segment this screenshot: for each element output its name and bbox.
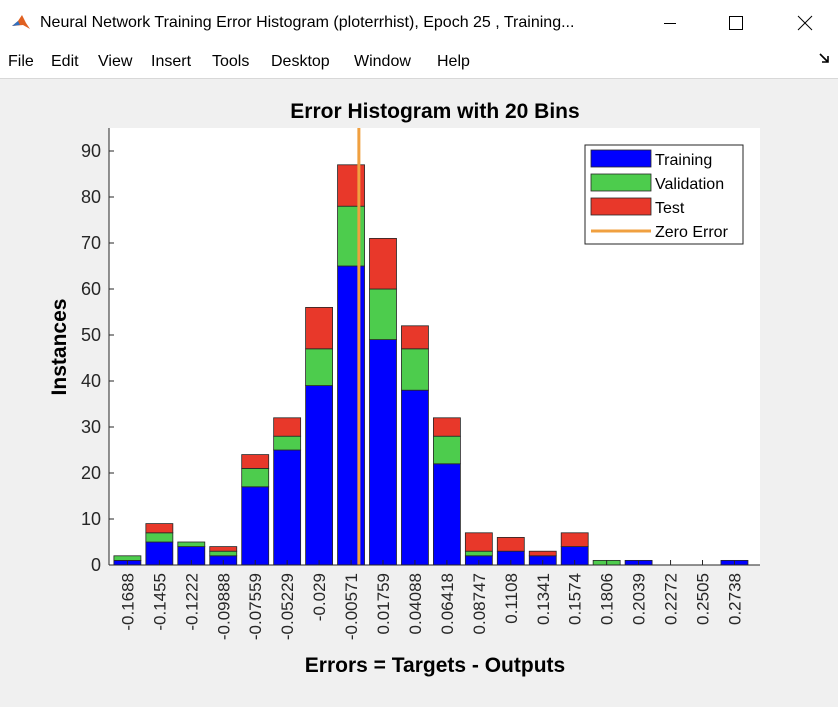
close-button[interactable] — [775, 0, 835, 46]
menu-edit[interactable]: Edit — [51, 53, 79, 70]
y-tick-label: 90 — [81, 141, 101, 161]
bar-validation-2 — [177, 541, 206, 547]
menu-desktop[interactable]: Desktop — [271, 53, 330, 70]
error-histogram-chart: 0 10 20 30 40 50 60 70 80 90 -0.1688 -0.1455 -0.122… — [48, 100, 760, 677]
x-tick-label: 0.01759 — [374, 573, 393, 634]
chart-title: Error Histogram with 20 Bins — [290, 100, 579, 123]
y-tick-label: 30 — [81, 417, 101, 437]
bar-test-14 — [560, 532, 589, 547]
bar-training-9 — [401, 389, 429, 566]
x-tick-label: 0.2039 — [630, 573, 649, 625]
x-axis-label: Errors = Targets - Outputs — [305, 654, 565, 677]
y-tick-label: 60 — [81, 279, 101, 299]
x-tick-label: -0.07559 — [246, 573, 265, 640]
bar-validation-5 — [273, 435, 302, 451]
bar-test-7 — [337, 164, 365, 207]
menu-file[interactable]: File — [8, 53, 34, 70]
legend-swatch-training — [590, 149, 652, 168]
bar-test-1 — [145, 523, 174, 534]
y-tick-label: 50 — [81, 325, 101, 345]
bar-validation-1 — [145, 532, 174, 543]
menu-help[interactable]: Help — [437, 53, 470, 70]
bar-validation-11 — [464, 550, 493, 557]
x-tick-label: -0.00571 — [342, 573, 361, 640]
x-tick-label: -0.1222 — [182, 573, 201, 631]
matlab-app-icon — [11, 13, 31, 33]
bar-training-4 — [241, 486, 270, 566]
bar-test-5 — [273, 417, 302, 437]
legend-label-zero-error: Zero Error — [655, 224, 729, 241]
bar-test-12 — [496, 536, 525, 552]
x-tick-label: 0.2738 — [725, 573, 744, 625]
y-tick-label: 20 — [81, 463, 101, 483]
window-title: Neural Network Training Error Histogram … — [40, 14, 575, 31]
y-tick-label: 80 — [81, 187, 101, 207]
bar-test-13 — [528, 550, 557, 557]
menu-window[interactable]: Window — [354, 53, 411, 70]
bar-test-6 — [305, 306, 334, 350]
x-tick-label: 0.1806 — [598, 573, 617, 625]
bar-training-6 — [305, 385, 334, 566]
dock-arrow-icon[interactable] — [818, 52, 832, 66]
menu-tools[interactable]: Tools — [212, 53, 250, 70]
y-tick-label: 70 — [81, 233, 101, 253]
legend-label-test: Test — [655, 200, 685, 217]
bar-training-7 — [337, 265, 365, 566]
legend-label-training: Training — [655, 152, 712, 169]
bar-test-10 — [432, 417, 461, 437]
legend-swatch-test — [590, 197, 652, 216]
minimize-button[interactable] — [640, 0, 700, 46]
bar-test-8 — [369, 237, 397, 290]
x-tick-label: 0.2505 — [694, 573, 713, 625]
menu-insert[interactable]: Insert — [151, 53, 192, 70]
maximize-button[interactable] — [705, 0, 765, 46]
x-tick-label: 0.1108 — [502, 573, 521, 624]
bar-test-3 — [209, 546, 238, 552]
legend-swatch-validation — [590, 173, 652, 192]
x-tick-label: 0.08747 — [470, 573, 489, 634]
x-tick-label: 0.1341 — [534, 573, 553, 625]
bar-validation-6 — [305, 348, 334, 386]
x-tick-label: -0.029 — [310, 573, 329, 621]
x-tick-label: -0.05229 — [278, 573, 297, 640]
y-tick-label: 40 — [81, 371, 101, 391]
close-icon — [797, 15, 813, 31]
x-tick-label: 0.04088 — [406, 573, 425, 634]
bar-validation-0 — [113, 555, 142, 561]
title-bar: Neural Network Training Error Histogram … — [0, 0, 838, 46]
bar-validation-8 — [369, 288, 397, 340]
bar-validation-7 — [337, 205, 365, 267]
legend: Training Validation Test Zero Error — [584, 144, 744, 245]
x-tick-label: -0.1688 — [118, 573, 137, 631]
bar-training-10 — [432, 463, 461, 566]
x-tick-label: 0.2272 — [662, 573, 681, 625]
bar-test-11 — [464, 532, 493, 552]
bar-test-9 — [401, 325, 429, 350]
menu-bar: File Edit View Insert Tools Desktop Wind… — [0, 46, 838, 79]
bar-validation-9 — [401, 348, 429, 391]
bar-validation-3 — [209, 550, 238, 557]
y-tick-label: 0 — [91, 555, 101, 575]
legend-label-validation: Validation — [655, 176, 724, 193]
x-tick-label: -0.09888 — [214, 573, 233, 640]
x-tick-label: 0.06418 — [438, 573, 457, 634]
bar-validation-10 — [432, 435, 461, 465]
bar-training-5 — [273, 449, 302, 566]
y-axis-label: Instances — [48, 299, 71, 396]
bar-test-4 — [241, 454, 270, 469]
x-tick-label: 0.1574 — [566, 573, 585, 625]
x-tick-label: -0.1455 — [150, 573, 169, 631]
bar-training-8 — [369, 339, 397, 566]
menu-view[interactable]: View — [98, 53, 133, 70]
y-tick-label: 10 — [81, 509, 101, 529]
bar-validation-4 — [241, 467, 270, 488]
